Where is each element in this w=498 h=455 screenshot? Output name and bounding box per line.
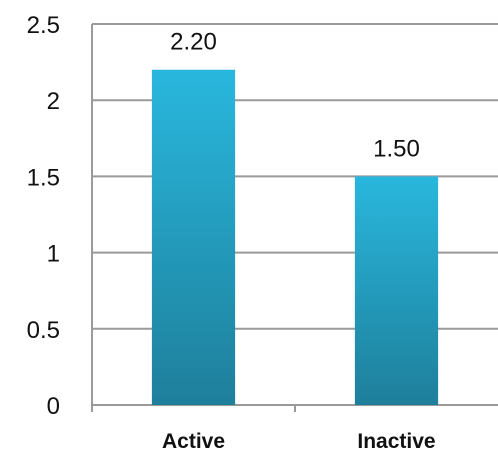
x-category-labels: Active Inactive <box>162 430 436 453</box>
y-tick-label: 2 <box>47 88 60 115</box>
x-category-label: Inactive <box>357 430 435 453</box>
bar-inactive <box>354 176 439 405</box>
x-category-label: Active <box>162 430 225 453</box>
bar-active <box>151 69 236 405</box>
data-label: 2.20 <box>170 29 217 56</box>
y-tick-label: 0.5 <box>27 317 60 344</box>
y-tick-label: 2.5 <box>27 12 60 39</box>
data-label: 1.50 <box>373 135 420 162</box>
y-tick-labels: 0 0.5 1 1.5 2 2.5 <box>27 12 60 420</box>
bars <box>151 69 439 405</box>
y-tick-label: 0 <box>47 393 60 420</box>
y-tick-label: 1.5 <box>27 164 60 191</box>
data-labels: 2.20 1.50 <box>170 29 420 163</box>
y-tick-label: 1 <box>47 241 60 268</box>
